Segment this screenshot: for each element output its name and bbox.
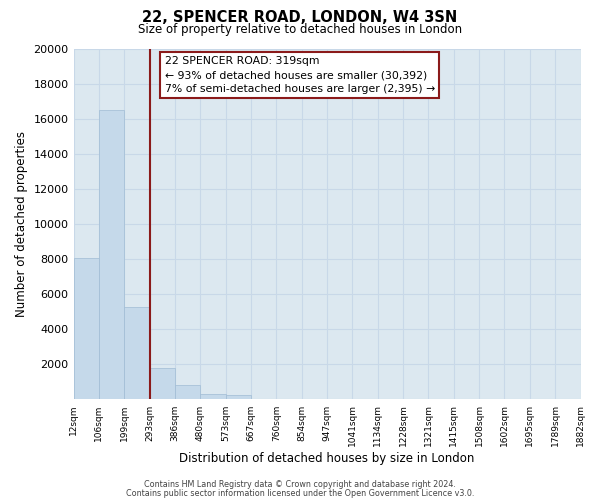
Bar: [124, 306, 149, 400]
Text: Contains public sector information licensed under the Open Government Licence v3: Contains public sector information licen…: [126, 488, 474, 498]
Y-axis label: Number of detached properties: Number of detached properties: [15, 131, 28, 317]
Bar: [175, 386, 200, 400]
Text: 22 SPENCER ROAD: 319sqm
← 93% of detached houses are smaller (30,392)
7% of semi: 22 SPENCER ROAD: 319sqm ← 93% of detache…: [165, 56, 435, 94]
Bar: [200, 394, 226, 400]
Bar: [99, 110, 124, 400]
Bar: [226, 395, 251, 400]
Bar: [149, 368, 175, 400]
Text: Contains HM Land Registry data © Crown copyright and database right 2024.: Contains HM Land Registry data © Crown c…: [144, 480, 456, 489]
Text: 22, SPENCER ROAD, LONDON, W4 3SN: 22, SPENCER ROAD, LONDON, W4 3SN: [142, 10, 458, 25]
Text: Size of property relative to detached houses in London: Size of property relative to detached ho…: [138, 22, 462, 36]
X-axis label: Distribution of detached houses by size in London: Distribution of detached houses by size …: [179, 452, 475, 465]
Bar: [74, 258, 99, 400]
